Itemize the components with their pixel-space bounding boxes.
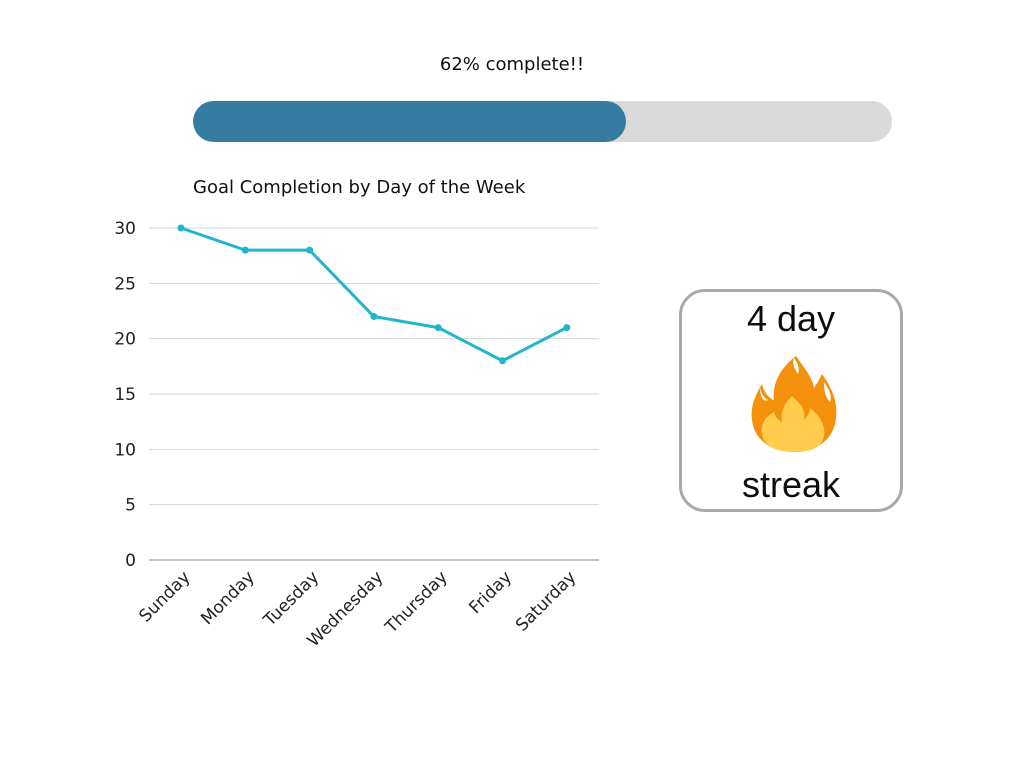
data-point <box>177 224 185 232</box>
progress-bar-fill <box>193 101 627 142</box>
data-point <box>563 324 571 332</box>
series-line <box>179 226 569 363</box>
y-tick-label: 0 <box>125 551 136 571</box>
progress-label: 62% complete!! <box>439 54 585 75</box>
data-point <box>370 313 378 321</box>
y-tick-label: 10 <box>114 440 136 460</box>
y-tick-label: 15 <box>114 385 136 405</box>
data-point <box>434 324 442 332</box>
x-tick-label: Tuesday <box>259 567 323 631</box>
chart-title: Goal Completion by Day of the Week <box>193 177 526 198</box>
y-tick-label: 5 <box>125 496 136 516</box>
y-tick-label: 25 <box>114 274 136 294</box>
streak-count: 4 day <box>746 298 836 339</box>
streak-card: 4 day streak <box>679 289 903 512</box>
y-tick-label: 30 <box>114 219 136 239</box>
fire-icon <box>751 356 837 452</box>
streak-label: streak <box>741 464 841 505</box>
data-point <box>499 357 506 365</box>
y-tick-label: 20 <box>114 330 136 350</box>
x-tick-label: Sunday <box>135 567 194 626</box>
x-tick-label: Saturday <box>512 567 580 635</box>
x-tick-label: Thursday <box>381 567 452 638</box>
data-point <box>306 246 314 254</box>
x-tick-label: Monday <box>197 567 259 629</box>
x-tick-label: Friday <box>465 567 516 618</box>
progress-bar <box>193 101 892 142</box>
data-point <box>241 246 249 254</box>
